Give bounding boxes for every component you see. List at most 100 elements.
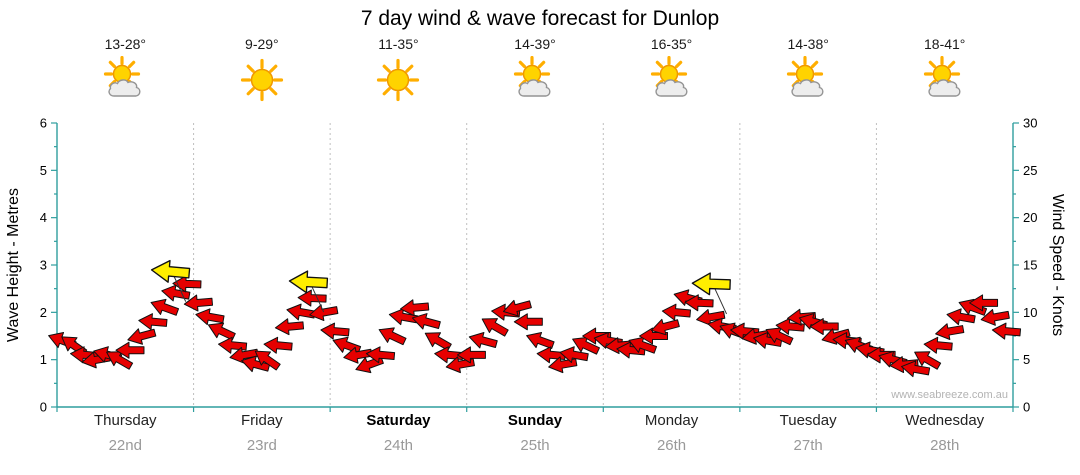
day-column-saturday: 11-35° (333, 36, 463, 109)
day-name-label: Sunday (507, 412, 563, 429)
day-date-label: 22nd (108, 437, 142, 454)
gust-arrow (288, 270, 329, 294)
right-tick-label: 20 (1023, 210, 1037, 225)
wind-arrow (138, 313, 168, 331)
partly-cloudy-icon (923, 55, 961, 97)
wind-arrow (161, 284, 191, 302)
day-column-friday: 9-29° (197, 36, 327, 109)
wind-arrow (923, 336, 953, 354)
wind-arrow (263, 336, 293, 354)
temperature-range-label: 13-28° (104, 36, 146, 52)
axis-ticks (51, 122, 1019, 412)
wind-arrow (958, 298, 988, 316)
wind-arrow (559, 346, 589, 363)
wind-arrow (481, 318, 509, 337)
wind-arrow (935, 323, 965, 340)
wind-arrow (127, 328, 157, 345)
gust-marker-pole (714, 287, 727, 315)
wind-arrow (195, 308, 225, 326)
right-tick-label: 30 (1023, 116, 1037, 131)
temperature-range-label: 11-35° (378, 36, 419, 52)
gust-arrow (691, 272, 731, 296)
wind-arrow (106, 351, 134, 370)
day-name-label: Saturday (366, 412, 431, 429)
wind-arrow (297, 289, 327, 307)
wind-arrow (980, 309, 1010, 326)
x-label-thursday: Thursday 22nd (55, 412, 195, 454)
left-tick-label: 6 (40, 116, 47, 131)
wind-arrow (378, 327, 407, 346)
wind-arrow (513, 313, 543, 331)
day-column-tuesday: 14-38° (743, 36, 873, 109)
sun-icon (377, 58, 420, 102)
wind-arrow (183, 294, 214, 312)
day-column-sunday: 14-39° (470, 36, 600, 109)
day-column-wednesday: 18-41° (880, 36, 1010, 109)
chart-title: 7 day wind & wave forecast for Dunlop (360, 7, 720, 30)
temperature-range-label: 18-41° (924, 36, 966, 52)
right-tick-label: 10 (1023, 305, 1037, 320)
left-tick-label: 4 (40, 210, 47, 225)
partly-cloudy-icon (650, 55, 688, 97)
partly-cloudy-icon (787, 55, 824, 97)
left-tick-label: 0 (40, 400, 47, 415)
day-column-thursday: 13-28° (60, 36, 190, 109)
x-label-friday: Friday 23rd (192, 412, 332, 454)
gust-arrow (150, 259, 191, 283)
wind-arrow (254, 350, 281, 371)
wind-arrow (388, 308, 419, 326)
temperature-range-label: 9-29° (245, 36, 279, 52)
day-name-label: Wednesday (905, 412, 985, 429)
wind-arrow (526, 332, 555, 349)
day-date-label: 26th (656, 437, 687, 454)
wind-arrow (400, 299, 430, 317)
wind-arrow (343, 346, 373, 364)
day-date-label: 27th (793, 437, 823, 454)
day-name-label: Friday (241, 412, 283, 429)
x-label-tuesday: Tuesday 27th (738, 412, 878, 454)
x-label-monday: Monday 26th (602, 412, 742, 454)
wind-arrow (775, 317, 805, 335)
wind-arrow (809, 318, 839, 336)
right-tick-label: 5 (1023, 352, 1030, 367)
sun-icon (240, 58, 283, 102)
day-date-label: 28th (930, 437, 960, 454)
wind-arrow (661, 303, 692, 321)
partly-cloudy-icon (104, 55, 141, 97)
wind-arrow (115, 341, 145, 359)
day-column-monday: 16-35° (607, 36, 737, 109)
gust-marker-pole (311, 285, 325, 313)
day-name-label: Monday (644, 412, 699, 429)
wind-arrow (274, 318, 305, 336)
wind-arrow (411, 313, 441, 330)
wind-arrow (914, 351, 942, 370)
day-name-label: Tuesday (779, 412, 837, 429)
wind-arrow (286, 303, 316, 321)
axis-tick-labels: 0 1 2 3 4 5 6 0 5 10 15 20 25 30 (40, 116, 1038, 415)
wind-arrow (320, 322, 350, 340)
wind-arrow (650, 318, 680, 336)
day-name-label: Thursday (94, 412, 157, 429)
right-tick-label: 0 (1023, 400, 1030, 415)
wind-arrow (628, 336, 658, 354)
wind-arrow (424, 332, 452, 351)
right-tick-label: 25 (1023, 163, 1037, 178)
right-tick-label: 15 (1023, 258, 1037, 273)
temperature-range-label: 14-38° (787, 36, 829, 52)
left-tick-label: 1 (40, 352, 47, 367)
partly-cloudy-icon (513, 55, 551, 97)
wind-arrow (365, 346, 396, 364)
wind-arrow (889, 356, 919, 374)
axes (56, 123, 1014, 408)
gust-markers (150, 259, 731, 315)
wind-arrow (696, 309, 726, 326)
temperature-range-label: 14-39° (514, 36, 556, 52)
x-label-saturday: Saturday 24th (328, 412, 468, 454)
wind-arrow (684, 294, 714, 312)
temperature-range-label: 16-35° (650, 36, 693, 52)
wind-arrow (150, 298, 180, 316)
watermark: www.seabreeze.com.au (891, 389, 1008, 401)
wind-arrow (456, 346, 486, 364)
